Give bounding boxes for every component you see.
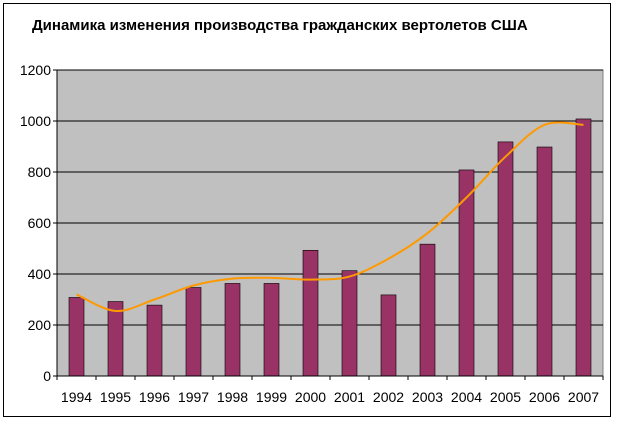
bar-2000: [302, 249, 319, 377]
x-tick-label: 2003: [412, 389, 443, 405]
x-tick-label: 2002: [373, 389, 404, 405]
bar-1998: [224, 283, 241, 377]
y-tick-label: 400: [28, 266, 52, 282]
bar-2005: [497, 141, 514, 377]
chart-title: Динамика изменения производства гражданс…: [32, 17, 528, 34]
x-tick-label: 2006: [529, 389, 560, 405]
bar-2002: [380, 294, 397, 377]
y-tick-label: 0: [43, 368, 51, 384]
bar-1996: [146, 304, 163, 377]
bar-2003: [419, 243, 436, 377]
bar-2001: [341, 270, 358, 377]
y-tick-label: 200: [28, 317, 52, 333]
bar-2007: [575, 118, 592, 377]
x-tick-label: 1998: [217, 389, 248, 405]
x-tick-label: 1995: [100, 389, 131, 405]
x-tick-label: 2007: [568, 389, 599, 405]
x-tick-label: 1999: [256, 389, 287, 405]
y-tick-label: 600: [28, 215, 52, 231]
x-tick-label: 1996: [139, 389, 170, 405]
bar-2006: [536, 146, 553, 377]
y-tick-label: 800: [28, 164, 52, 180]
bar-1997: [185, 287, 202, 377]
x-tick-label: 2001: [334, 389, 365, 405]
bar-1995: [107, 301, 124, 377]
bars: [68, 118, 592, 377]
x-tick-label: 2000: [295, 389, 326, 405]
y-tick-label: 1000: [20, 113, 51, 129]
y-tick-labels: 0 200 400 600 800 1000 1200: [20, 62, 51, 384]
axes: [53, 69, 604, 380]
x-tick-label: 2005: [490, 389, 521, 405]
x-tick-label: 1994: [61, 389, 92, 405]
x-tick-label: 1997: [178, 389, 209, 405]
trendline: [76, 121, 584, 312]
x-tick-labels: 1994 1995 1996 1997 1998 1999 2000 2001 2002 2003…: [61, 389, 599, 405]
trendline-group: [76, 121, 584, 312]
bar-1994: [68, 297, 85, 377]
y-tick-label: 1200: [20, 62, 51, 78]
x-tick-label: 2004: [451, 389, 482, 405]
bar-1999: [263, 283, 280, 377]
bar-2004: [458, 169, 475, 377]
